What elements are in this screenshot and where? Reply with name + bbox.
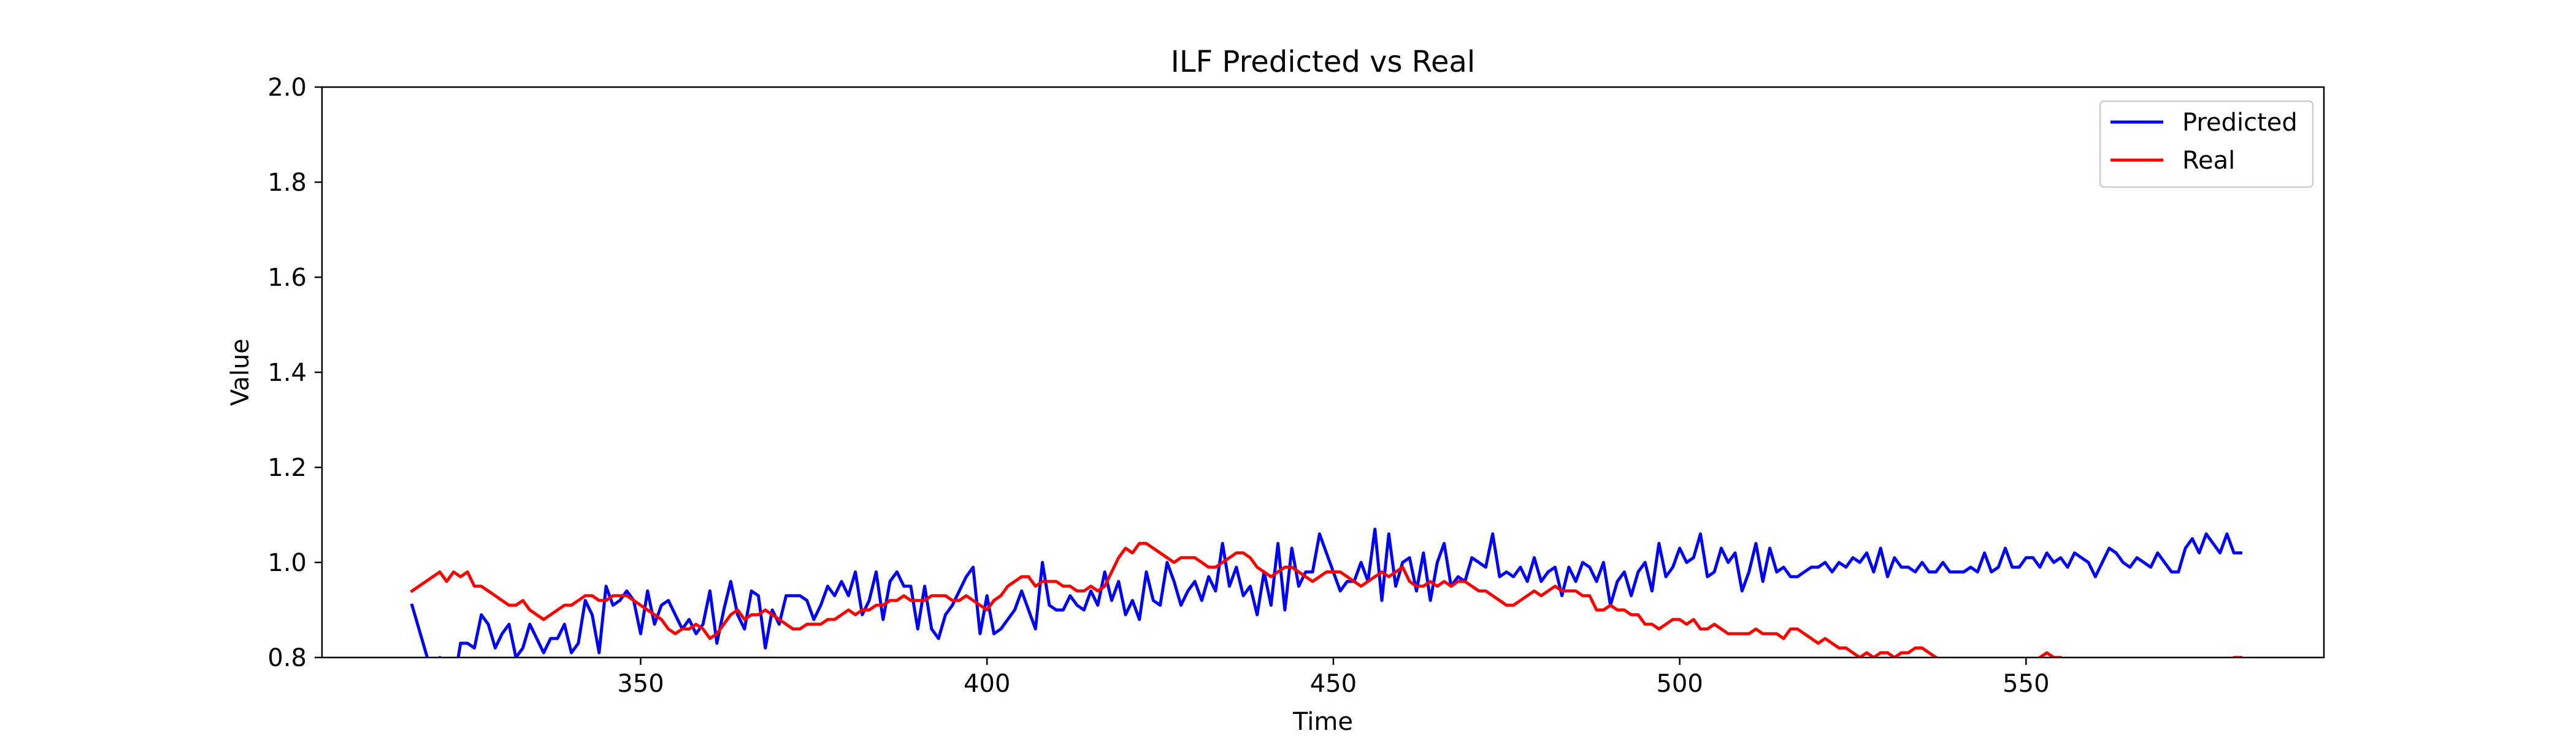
x-tick-label-400: 400 bbox=[964, 670, 1010, 698]
chart-title: ILF Predicted vs Real bbox=[1171, 45, 1476, 79]
legend: Predicted Real bbox=[2099, 100, 2314, 188]
legend-label-predicted: Predicted bbox=[2182, 109, 2298, 137]
x-axis: 350 400 450 500 550 bbox=[617, 657, 2050, 698]
y-axis-label: Value bbox=[226, 339, 255, 406]
y-tick-label-1-4: 1.4 bbox=[267, 359, 307, 387]
y-tick-label-1-2: 1.2 bbox=[267, 454, 307, 482]
y-tick-label-2: 2.0 bbox=[267, 74, 307, 102]
y-tick-label-1: 1.0 bbox=[267, 549, 307, 577]
y-tick-label-0-8: 0.8 bbox=[267, 644, 307, 672]
x-tick-label-550: 550 bbox=[2003, 670, 2049, 698]
y-axis: 0.8 1.0 1.2 1.4 1.6 1.8 2.0 bbox=[267, 74, 322, 672]
series-line-predicted bbox=[410, 527, 2242, 657]
x-axis-label: Time bbox=[1292, 708, 1353, 736]
legend-label-real: Real bbox=[2182, 147, 2235, 175]
y-tick-label-1-8: 1.8 bbox=[267, 169, 307, 197]
x-tick-label-450: 450 bbox=[1310, 670, 1357, 698]
x-tick-label-500: 500 bbox=[1656, 670, 1703, 698]
x-tick-label-350: 350 bbox=[617, 670, 664, 698]
series-layer bbox=[410, 527, 2242, 657]
y-tick-label-1-6: 1.6 bbox=[267, 264, 307, 292]
series-line-real bbox=[410, 542, 2242, 657]
